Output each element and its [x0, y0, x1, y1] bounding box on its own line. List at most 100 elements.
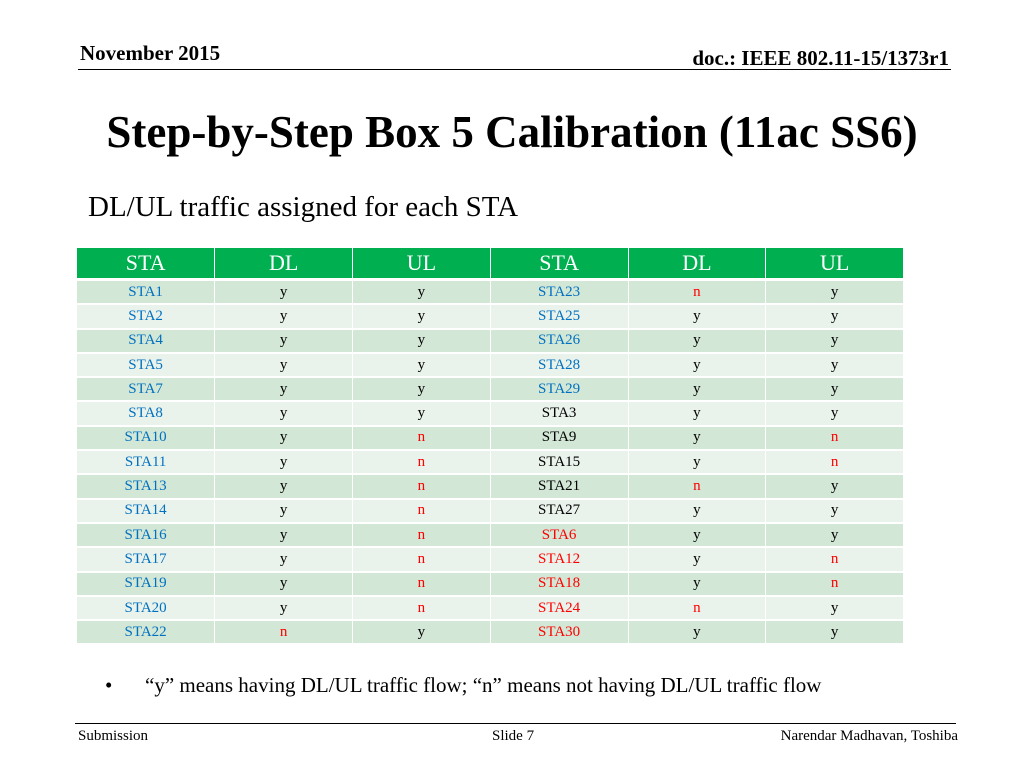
cell-sta: STA10 [77, 425, 216, 452]
cell-ul: y [352, 401, 491, 427]
cell-ul: n [352, 522, 491, 549]
cell-dl-2: y [628, 377, 767, 403]
column-header-dl: DL [214, 248, 353, 281]
cell-ul: n [352, 547, 491, 573]
table-row: STA1 y y STA23 n y [77, 279, 904, 306]
cell-dl: y [214, 450, 353, 476]
cell-dl-2: n [628, 595, 767, 622]
cell-ul-2: y [765, 401, 904, 427]
cell-ul-2: y [765, 498, 904, 524]
cell-ul: n [352, 571, 491, 597]
cell-sta: STA8 [77, 401, 216, 427]
traffic-table: STA DL UL STA DL UL STA1 y y STA23 n y STA2 y y S… [77, 248, 904, 646]
cell-dl-2: y [628, 304, 767, 330]
cell-sta-2: STA27 [490, 498, 629, 524]
cell-sta: STA1 [77, 279, 216, 306]
cell-dl-2: n [628, 474, 767, 500]
cell-dl: y [214, 498, 353, 524]
cell-dl-2: y [628, 571, 767, 597]
cell-dl-2: y [628, 425, 767, 452]
column-header-sta: STA [77, 248, 216, 281]
cell-ul: n [352, 474, 491, 500]
cell-dl-2: y [628, 547, 767, 573]
slide-title: Step-by-Step Box 5 Calibration (11ac SS6… [106, 107, 918, 157]
cell-sta: STA22 [77, 620, 216, 646]
cell-dl-2: y [628, 352, 767, 379]
cell-ul: y [352, 352, 491, 379]
table-row: STA13 y n STA21 n y [77, 474, 904, 500]
cell-sta: STA20 [77, 595, 216, 622]
cell-dl: y [214, 328, 353, 354]
cell-dl: y [214, 401, 353, 427]
table-row: STA16 y n STA6 y y [77, 522, 904, 549]
cell-dl: y [214, 425, 353, 452]
cell-ul-2: n [765, 547, 904, 573]
cell-dl: y [214, 595, 353, 622]
cell-sta-2: STA15 [490, 450, 629, 476]
cell-ul-2: n [765, 425, 904, 452]
cell-ul: y [352, 620, 491, 646]
cell-sta-2: STA26 [490, 328, 629, 354]
footer-author: Narendar Madhavan, Toshiba [780, 728, 958, 744]
cell-dl: y [214, 522, 353, 549]
header-divider [78, 69, 951, 70]
cell-ul: y [352, 328, 491, 354]
cell-dl: y [214, 304, 353, 330]
cell-ul-2: y [765, 474, 904, 500]
cell-dl-2: y [628, 498, 767, 524]
cell-dl: n [214, 620, 353, 646]
table-row: STA7 y y STA29 y y [77, 377, 904, 403]
table-row: STA20 y n STA24 n y [77, 595, 904, 622]
table-row: STA2 y y STA25 y y [77, 304, 904, 330]
cell-ul: n [352, 450, 491, 476]
cell-sta-2: STA29 [490, 377, 629, 403]
cell-ul-2: y [765, 377, 904, 403]
cell-ul: n [352, 595, 491, 622]
table-row: STA10 y n STA9 y n [77, 425, 904, 452]
footer-divider [75, 723, 956, 724]
cell-dl-2: y [628, 401, 767, 427]
table-row: STA19 y n STA18 y n [77, 571, 904, 597]
table-header-row: STA DL UL STA DL UL [77, 248, 904, 281]
cell-ul: y [352, 377, 491, 403]
cell-sta-2: STA3 [490, 401, 629, 427]
cell-ul-2: y [765, 304, 904, 330]
cell-dl: y [214, 352, 353, 379]
cell-ul-2: y [765, 328, 904, 354]
cell-sta-2: STA28 [490, 352, 629, 379]
cell-ul-2: y [765, 522, 904, 549]
table-row: STA17 y n STA12 y n [77, 547, 904, 573]
header-date: November 2015 [80, 41, 221, 65]
footer-slide-number: Slide 7 [492, 728, 535, 744]
cell-ul-2: y [765, 595, 904, 622]
cell-dl-2: y [628, 450, 767, 476]
cell-sta-2: STA18 [490, 571, 629, 597]
table-row: STA5 y y STA28 y y [77, 352, 904, 379]
table-row: STA14 y n STA27 y y [77, 498, 904, 524]
cell-ul-2: y [765, 352, 904, 379]
cell-sta: STA2 [77, 304, 216, 330]
column-header-dl-2: DL [628, 248, 767, 281]
cell-sta-2: STA23 [490, 279, 629, 306]
cell-sta: STA13 [77, 474, 216, 500]
cell-sta: STA7 [77, 377, 216, 403]
column-header-ul: UL [352, 248, 491, 281]
cell-ul-2: n [765, 450, 904, 476]
slide-subtitle: DL/UL traffic assigned for each STA [88, 191, 519, 223]
table-row: STA8 y y STA3 y y [77, 401, 904, 427]
cell-dl: y [214, 474, 353, 500]
header-doc-id: doc.: IEEE 802.11-15/1373r1 [692, 46, 949, 70]
cell-sta-2: STA30 [490, 620, 629, 646]
column-header-sta-2: STA [490, 248, 629, 281]
cell-sta: STA4 [77, 328, 216, 354]
cell-sta: STA5 [77, 352, 216, 379]
cell-sta: STA11 [77, 450, 216, 476]
table-row: STA4 y y STA26 y y [77, 328, 904, 354]
cell-sta-2: STA9 [490, 425, 629, 452]
cell-dl: y [214, 279, 353, 306]
cell-dl: y [214, 571, 353, 597]
cell-dl: y [214, 377, 353, 403]
cell-sta-2: STA21 [490, 474, 629, 500]
cell-sta-2: STA6 [490, 522, 629, 549]
